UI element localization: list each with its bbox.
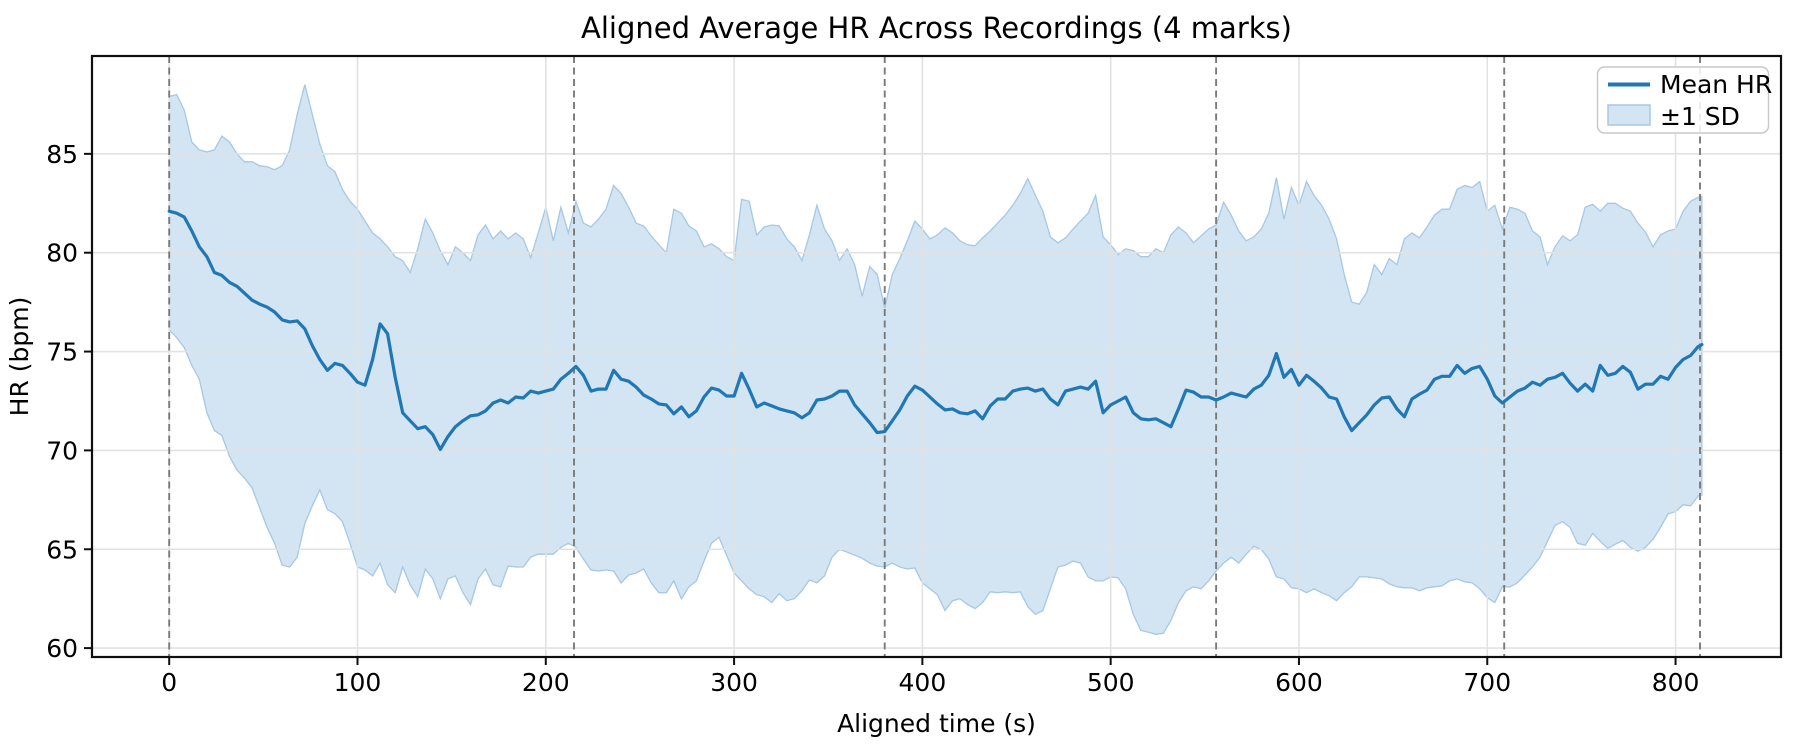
y-tick-label: 80 xyxy=(46,239,78,268)
y-tick-label: 75 xyxy=(46,338,78,367)
x-tick-label: 200 xyxy=(522,668,570,697)
x-tick-label: 500 xyxy=(1087,668,1135,697)
x-tick-label: 100 xyxy=(334,668,382,697)
x-tick-label: 0 xyxy=(161,668,177,697)
x-tick-label: 800 xyxy=(1652,668,1700,697)
legend-band-swatch xyxy=(1607,104,1651,126)
mean-hr-line xyxy=(167,209,1704,451)
x-tick-label: 600 xyxy=(1275,668,1323,697)
y-axis-label: HR (bpm) xyxy=(5,297,34,417)
x-tick-label: 300 xyxy=(710,668,758,697)
chart-title: Aligned Average HR Across Recordings (4 … xyxy=(581,11,1292,45)
y-tick-label: 70 xyxy=(46,436,78,465)
legend-mean-line-label: Mean HR xyxy=(1660,70,1772,99)
plot-area: 0 100 200 300 400 500 600 700 800 60 65 70 75 80 85 xyxy=(46,54,1783,697)
y-tick-label: 85 xyxy=(46,140,78,169)
axes-spines xyxy=(90,54,1783,659)
x-tick-label: 700 xyxy=(1463,668,1511,697)
x-axis-label: Aligned time (s) xyxy=(837,709,1036,738)
y-tick-label: 60 xyxy=(46,634,78,663)
legend-band-label: ±1 SD xyxy=(1660,102,1740,131)
legend: Mean HR ±1 SD xyxy=(1596,66,1772,134)
sd-band xyxy=(168,84,1703,635)
x-tick-label: 400 xyxy=(899,668,947,697)
y-tick-label: 65 xyxy=(46,535,78,564)
